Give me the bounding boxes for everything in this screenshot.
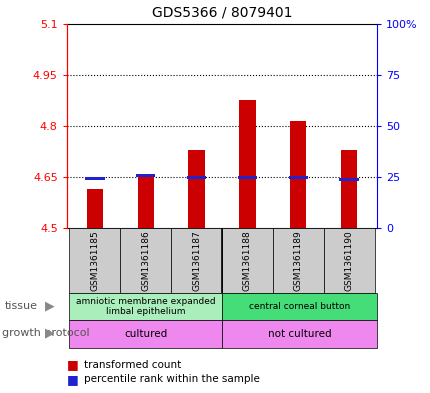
Bar: [288, 176, 307, 179]
Text: GSM1361189: GSM1361189: [293, 230, 302, 291]
Text: GSM1361187: GSM1361187: [192, 230, 200, 291]
Bar: [137, 175, 154, 228]
Bar: [340, 150, 356, 228]
Text: GSM1361185: GSM1361185: [90, 230, 99, 291]
Bar: [188, 150, 204, 228]
Bar: [289, 121, 306, 228]
FancyBboxPatch shape: [171, 228, 221, 293]
FancyBboxPatch shape: [69, 293, 221, 320]
Bar: [86, 189, 103, 228]
FancyBboxPatch shape: [323, 228, 374, 293]
FancyBboxPatch shape: [120, 228, 171, 293]
Bar: [237, 176, 257, 179]
Text: amniotic membrane expanded
limbal epithelium: amniotic membrane expanded limbal epithe…: [76, 297, 215, 316]
FancyBboxPatch shape: [69, 320, 221, 348]
Text: not cultured: not cultured: [267, 329, 331, 339]
Text: tissue: tissue: [4, 301, 37, 311]
Bar: [239, 100, 255, 228]
Bar: [186, 176, 206, 179]
Text: GSM1361188: GSM1361188: [243, 230, 251, 291]
Text: ▶: ▶: [45, 299, 54, 312]
Bar: [338, 178, 358, 181]
Text: GSM1361186: GSM1361186: [141, 230, 150, 291]
Bar: [85, 177, 104, 180]
Text: percentile rank within the sample: percentile rank within the sample: [84, 374, 259, 384]
Text: ■: ■: [67, 373, 78, 386]
Text: cultured: cultured: [124, 329, 167, 339]
Bar: [135, 174, 155, 177]
Text: ■: ■: [67, 358, 78, 371]
FancyBboxPatch shape: [272, 228, 323, 293]
FancyBboxPatch shape: [221, 293, 376, 320]
Text: growth protocol: growth protocol: [2, 328, 89, 338]
Text: transformed count: transformed count: [84, 360, 181, 370]
FancyBboxPatch shape: [69, 228, 120, 293]
Title: GDS5366 / 8079401: GDS5366 / 8079401: [151, 6, 292, 20]
Text: GSM1361190: GSM1361190: [344, 230, 353, 291]
FancyBboxPatch shape: [221, 320, 376, 348]
FancyBboxPatch shape: [221, 228, 272, 293]
Text: central corneal button: central corneal button: [249, 302, 349, 311]
Text: ▶: ▶: [45, 327, 54, 340]
